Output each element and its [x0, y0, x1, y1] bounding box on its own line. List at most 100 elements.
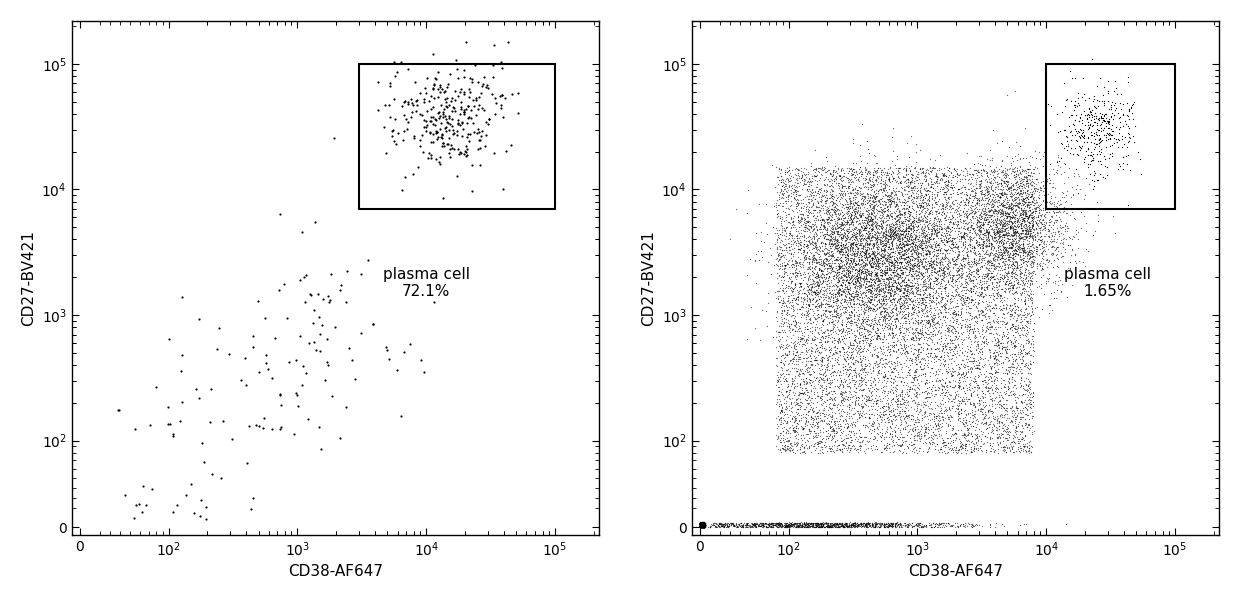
- Point: [844, 256, 864, 266]
- Point: [982, 155, 1002, 165]
- Point: [909, 220, 929, 230]
- Point: [836, 232, 856, 242]
- Point: [818, 518, 838, 527]
- Point: [873, 218, 893, 228]
- Point: [997, 422, 1017, 432]
- Point: [405, 96, 425, 106]
- Point: [997, 276, 1017, 286]
- Point: [960, 321, 980, 331]
- Point: [692, 520, 712, 530]
- Point: [1022, 185, 1042, 194]
- Point: [875, 386, 895, 396]
- Point: [898, 226, 918, 236]
- Point: [691, 521, 711, 530]
- Point: [692, 518, 712, 528]
- Point: [897, 411, 916, 421]
- Point: [910, 203, 930, 212]
- Point: [882, 328, 901, 337]
- Point: [839, 235, 859, 244]
- Point: [862, 441, 882, 451]
- Point: [827, 221, 847, 230]
- Point: [802, 233, 822, 243]
- Point: [987, 313, 1007, 322]
- Point: [901, 223, 921, 233]
- Point: [830, 171, 849, 181]
- Point: [823, 227, 843, 236]
- Point: [1034, 147, 1054, 157]
- Point: [1002, 416, 1022, 425]
- Point: [832, 389, 852, 399]
- Point: [900, 265, 920, 275]
- Point: [692, 518, 712, 528]
- Point: [889, 283, 909, 293]
- Point: [822, 518, 842, 527]
- Point: [775, 396, 795, 406]
- Point: [888, 399, 908, 409]
- Point: [982, 279, 1002, 289]
- Point: [830, 242, 849, 251]
- Point: [862, 277, 882, 287]
- Point: [774, 437, 794, 446]
- Point: [978, 266, 998, 275]
- Point: [932, 374, 952, 384]
- Point: [857, 218, 877, 228]
- Point: [940, 232, 960, 242]
- Point: [822, 251, 842, 260]
- Point: [484, 41, 503, 50]
- Point: [915, 263, 935, 272]
- Point: [852, 238, 872, 248]
- Point: [694, 520, 714, 529]
- Point: [913, 193, 932, 202]
- Point: [692, 520, 712, 529]
- Point: [719, 519, 739, 529]
- Point: [773, 311, 792, 320]
- Point: [955, 439, 975, 449]
- Point: [864, 358, 884, 367]
- Point: [841, 203, 861, 213]
- Point: [1013, 166, 1033, 176]
- Point: [775, 444, 795, 454]
- Point: [320, 297, 340, 307]
- Point: [997, 230, 1017, 240]
- Point: [749, 521, 769, 530]
- Point: [1048, 246, 1068, 256]
- Point: [960, 325, 980, 334]
- Point: [805, 520, 825, 530]
- Point: [863, 376, 883, 386]
- Point: [936, 187, 956, 197]
- Point: [973, 427, 993, 437]
- Point: [942, 238, 962, 248]
- Point: [693, 521, 713, 530]
- Point: [692, 520, 712, 529]
- Point: [808, 205, 828, 215]
- Point: [848, 206, 868, 216]
- Point: [849, 381, 869, 391]
- Point: [875, 241, 895, 250]
- Point: [981, 244, 1001, 254]
- Point: [795, 518, 815, 528]
- Point: [1106, 76, 1126, 85]
- Point: [996, 318, 1016, 328]
- Point: [996, 364, 1016, 374]
- Point: [787, 404, 807, 414]
- Point: [892, 218, 911, 228]
- Point: [901, 241, 921, 251]
- Point: [781, 421, 801, 430]
- Point: [751, 518, 771, 528]
- Point: [791, 237, 811, 247]
- Point: [822, 251, 842, 261]
- Point: [1118, 104, 1138, 113]
- Point: [940, 410, 960, 420]
- Point: [963, 443, 983, 453]
- Point: [971, 254, 991, 264]
- Point: [847, 175, 867, 185]
- Point: [1012, 181, 1032, 191]
- Point: [797, 388, 817, 397]
- Point: [973, 240, 993, 250]
- Point: [794, 233, 813, 242]
- Point: [381, 82, 401, 91]
- Point: [978, 222, 998, 232]
- Point: [878, 191, 898, 201]
- Point: [992, 205, 1012, 214]
- Point: [1006, 216, 1025, 226]
